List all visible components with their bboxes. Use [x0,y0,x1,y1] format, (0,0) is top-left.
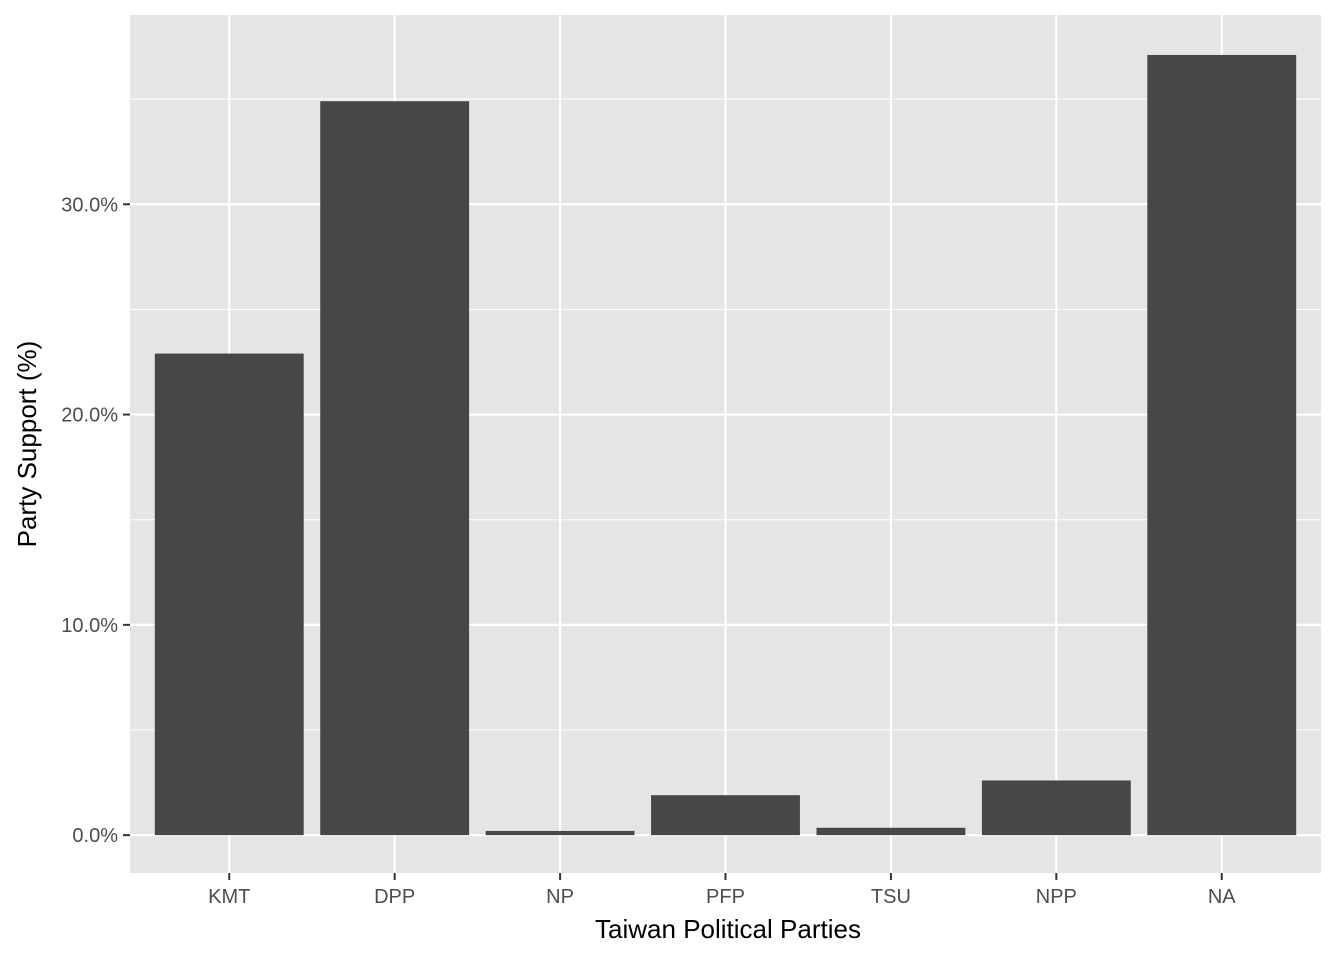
x-axis-title: Taiwan Political Parties [595,914,861,944]
y-tick-label: 0.0% [72,825,118,847]
y-axis-title: Party Support (%) [12,341,42,548]
bar-np [485,830,635,836]
x-tick-label: NPP [1036,886,1077,908]
bar-npp [981,780,1131,836]
y-tick-label: 10.0% [61,615,118,637]
y-tick-label: 30.0% [61,194,118,216]
x-tick-label: NA [1208,886,1236,908]
x-axis: KMT DPP NP PFP TSU NPP NA [208,873,1236,908]
bar-na [1147,54,1297,836]
y-tick-label: 20.0% [61,405,118,427]
x-tick-label: DPP [374,886,415,908]
x-tick-label: TSU [871,886,911,908]
bar-dpp [320,101,470,836]
bar-tsu [816,827,966,836]
bar-kmt [154,353,304,836]
bars [154,54,1297,836]
y-axis: 0.0% 10.0% 20.0% 30.0% [61,194,130,847]
x-tick-label: PFP [706,886,745,908]
bar-pfp [651,795,800,836]
x-tick-label: KMT [208,886,250,908]
x-tick-label: NP [546,886,574,908]
